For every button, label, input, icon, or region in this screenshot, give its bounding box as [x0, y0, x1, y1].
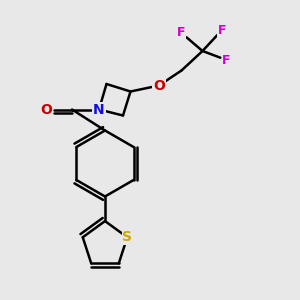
Text: F: F	[177, 26, 186, 40]
Text: N: N	[93, 103, 105, 116]
Text: S: S	[122, 230, 132, 244]
Text: O: O	[153, 79, 165, 92]
Text: F: F	[222, 53, 231, 67]
Text: F: F	[218, 23, 226, 37]
Text: O: O	[40, 103, 52, 116]
